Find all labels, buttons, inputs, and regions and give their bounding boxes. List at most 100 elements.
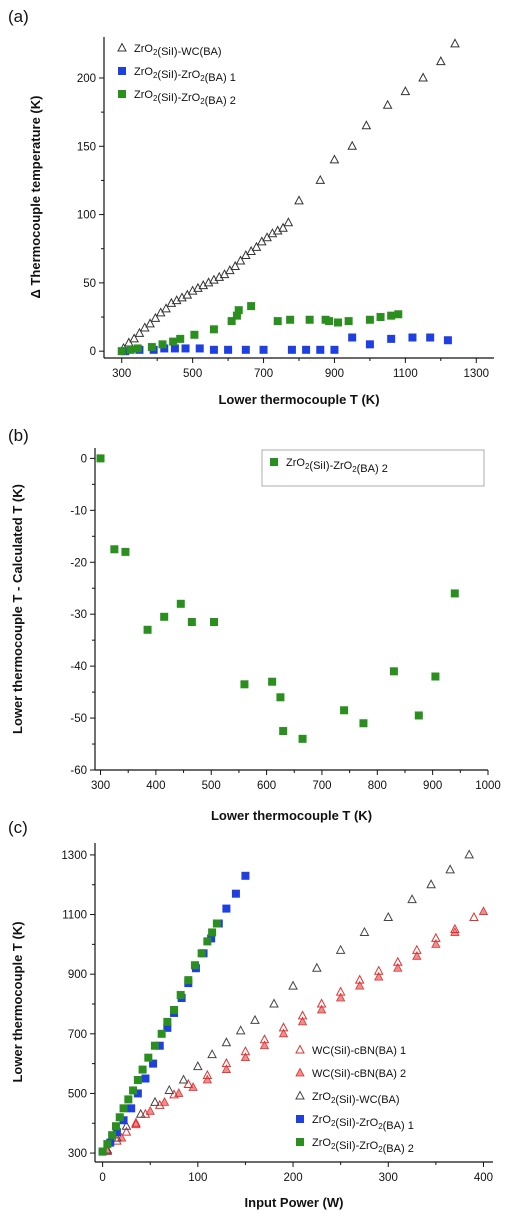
y-tick-label: -60 (70, 765, 87, 777)
data-point (240, 1052, 251, 1062)
panel-letter: (b) (8, 426, 29, 445)
data-point (400, 86, 411, 96)
x-tick-label: 200 (283, 1172, 302, 1184)
data-point (163, 1023, 172, 1032)
data-point (387, 334, 396, 343)
data-point (450, 589, 459, 598)
x-tick-label: 400 (146, 780, 165, 792)
data-point (335, 944, 346, 954)
data-point (208, 928, 217, 937)
data-point (169, 337, 178, 346)
data-point (283, 217, 294, 227)
data-point (131, 1119, 141, 1129)
data-point (176, 991, 185, 1000)
legend-marker (118, 67, 126, 75)
panel-letter: (a) (8, 7, 29, 26)
data-point (376, 313, 385, 322)
panel-letter: (c) (8, 818, 28, 837)
data-point (230, 260, 241, 270)
data-point (269, 998, 279, 1008)
data-point (325, 317, 334, 326)
data-point (96, 454, 105, 463)
data-point (134, 327, 145, 337)
data-point (431, 672, 440, 681)
x-tick-label: 1100 (393, 368, 418, 380)
panel-a: (a) 300 500 700 900 1100 1300 0 50 100 150 200 Lower… (8, 7, 494, 407)
data-point (160, 344, 169, 353)
y-axis-title: Δ Thermocouple temperature (K) (28, 96, 43, 299)
data-point (133, 1089, 142, 1098)
x-tick-label: 1000 (475, 780, 501, 792)
data-point (184, 976, 193, 985)
data-point (241, 345, 250, 354)
legend-entry: WC(SiI)-cBN(BA) 1 (312, 1045, 406, 1057)
legend-marker (117, 42, 127, 52)
data-point (340, 706, 349, 715)
legend-marker (296, 1115, 304, 1123)
data-point (174, 1088, 184, 1097)
x-tick-label: 900 (325, 368, 344, 380)
data-point (127, 1104, 136, 1113)
data-point (150, 1096, 160, 1106)
data-point (412, 950, 422, 960)
y-tick-label: 0 (81, 453, 87, 465)
data-point (305, 315, 314, 324)
y-tick-label: -50 (70, 713, 87, 725)
data-point (170, 344, 179, 353)
data-point (111, 1122, 120, 1131)
data-point (302, 345, 311, 354)
data-point (431, 939, 441, 948)
data-point (315, 174, 326, 184)
y-tick-label: 1300 (61, 850, 87, 862)
legend: ZrO2(SiI)-ZrO2(BA) 2 (261, 449, 485, 487)
data-point (348, 333, 357, 342)
data-point (407, 894, 417, 904)
data-point (212, 919, 221, 928)
data-point (365, 315, 374, 324)
y-tick-label: -10 (70, 505, 87, 517)
x-tick-label: 100 (188, 1172, 207, 1184)
data-point (279, 727, 288, 736)
data-point (426, 333, 435, 342)
data-point (241, 871, 250, 880)
x-tick-label: 300 (379, 1172, 398, 1184)
x-tick-label: 300 (91, 780, 110, 792)
legend-marker (270, 458, 278, 466)
x-tick-label: 500 (183, 368, 202, 380)
data-point (181, 344, 190, 353)
data-point (240, 680, 249, 689)
data-point (119, 1104, 128, 1113)
data-point (121, 1120, 132, 1130)
data-point (135, 1108, 146, 1118)
y-tick-label: 700 (68, 1029, 87, 1041)
data-point (176, 334, 185, 343)
data-point (259, 1040, 270, 1050)
data-point (389, 667, 398, 676)
data-point (143, 625, 152, 634)
data-point (359, 719, 368, 728)
data-point (316, 345, 325, 354)
x-axis-title: Input Power (W) (245, 1195, 344, 1210)
data-point (418, 72, 428, 82)
legend-entry: ZrO2(SiI)-WC(BA) (312, 1091, 400, 1106)
legend-entry: ZrO2(SiI)-ZrO2(BA) 1 (134, 66, 236, 84)
data-point (147, 343, 156, 352)
series-2 (102, 849, 475, 1154)
data-point (115, 1113, 124, 1122)
data-point (445, 864, 455, 874)
legend-entry: ZrO2(SiI)-WC(BA) (134, 43, 222, 58)
x-axis-title: Lower thermocouple T (K) (218, 392, 379, 407)
x-tick-label: 700 (312, 780, 331, 792)
x-tick-label: 300 (112, 368, 131, 380)
data-point (178, 1074, 189, 1084)
data-point (227, 317, 236, 326)
data-point (121, 1126, 132, 1136)
legend-entry: ZrO2(SiI)-ZrO2(BA) 2 (134, 89, 236, 107)
data-point (149, 1059, 158, 1068)
data-point (374, 971, 384, 981)
data-point (145, 1105, 155, 1115)
y-tick-label: 0 (90, 346, 96, 358)
data-point (150, 312, 161, 322)
data-point (221, 1037, 232, 1047)
